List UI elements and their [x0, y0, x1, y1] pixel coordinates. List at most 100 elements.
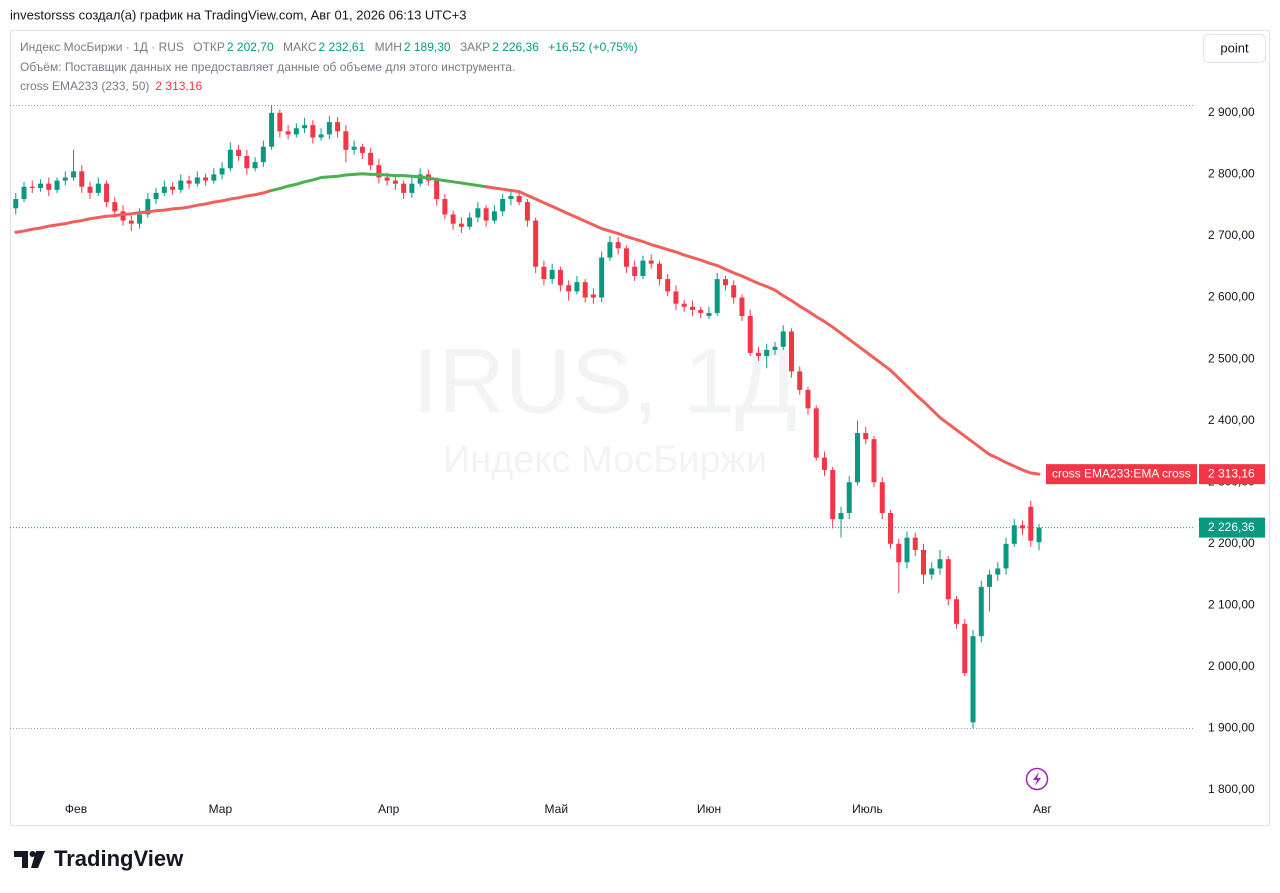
candle-body [665, 279, 671, 292]
candle-body [269, 112, 275, 147]
candle-body [921, 549, 927, 575]
candle-body [359, 146, 365, 153]
candle-body [590, 294, 596, 298]
legend-change: +16,52 (+0,75%) [548, 40, 637, 54]
y-tick-label: 2 500,00 [1208, 351, 1255, 365]
watermark-symbol: IRUS, 1Д [413, 330, 797, 432]
candle-body [491, 211, 497, 221]
x-tick-label: Авг [1033, 802, 1052, 816]
y-tick-label: 2 000,00 [1208, 659, 1255, 673]
legend-indicator: cross EMA233 (233, 50) [20, 79, 149, 93]
legend-symbol: Индекс МосБиржи · 1Д · RUS [20, 40, 184, 54]
candle-body [962, 623, 968, 674]
brand-logo-dot [29, 851, 36, 857]
candle-body [145, 199, 151, 215]
candle-body [203, 177, 209, 181]
candle-body [417, 174, 423, 184]
candle-body [755, 352, 761, 357]
candle-body [38, 183, 44, 188]
candle-body [887, 513, 893, 544]
candle-body [615, 242, 621, 249]
legend-label: ОТКР [193, 40, 225, 54]
candle-body [764, 349, 770, 357]
y-tick-label: 2 600,00 [1208, 290, 1255, 304]
candle-body [772, 346, 778, 350]
y-tick-label: 2 700,00 [1208, 228, 1255, 242]
candle-body [87, 186, 93, 193]
candle-body [128, 220, 134, 224]
candle-body [739, 297, 745, 317]
candle-body [293, 128, 299, 135]
chart-frame [10, 30, 1270, 826]
legend-line: Индекс МосБиржи · 1Д · RUS ОТКР 2 202,70 … [20, 40, 638, 54]
alert-icon[interactable] [1025, 767, 1049, 791]
candle-body [854, 432, 860, 483]
y-tick-label: 1 900,00 [1208, 721, 1255, 735]
ema-tag: cross EMA233:EMA cross [1052, 466, 1191, 480]
y-tick-label: 2 800,00 [1208, 167, 1255, 181]
candle-body [805, 389, 811, 409]
candle-body [714, 279, 720, 313]
point-button[interactable]: point [1203, 34, 1266, 63]
ema-price: 2 313,16 [1208, 466, 1255, 480]
candle-body [698, 309, 704, 313]
candle-body [54, 180, 60, 190]
legend-volume: Объём: Поставщик данных не предоставляет… [20, 60, 515, 74]
candle-body [62, 177, 68, 181]
candle-body [987, 574, 993, 587]
ema-price-box [1199, 464, 1265, 485]
candle-body [863, 432, 869, 440]
candle-body [681, 303, 687, 307]
candle-body [929, 568, 935, 575]
y-tick-label: 2 400,00 [1208, 413, 1255, 427]
last-price-box [1199, 517, 1265, 538]
alert-bolt[interactable] [1033, 772, 1041, 786]
candle-body [813, 408, 819, 458]
candle-body [1028, 506, 1034, 541]
legend-indicator-value: 2 313,16 [155, 79, 202, 93]
candle-body [137, 214, 143, 224]
candle-body [954, 599, 960, 624]
candle-body [731, 285, 737, 298]
candle-body [846, 482, 852, 514]
candle-body [1003, 543, 1009, 569]
candle-body [557, 269, 563, 286]
candle-body [302, 125, 308, 129]
candle-body [194, 177, 200, 184]
candle-body [541, 266, 547, 280]
candle-body [409, 183, 415, 193]
candle-body [178, 180, 184, 190]
candle-body [689, 306, 695, 310]
candle-body [71, 171, 77, 178]
candle-body [516, 195, 522, 203]
candle-body [13, 199, 19, 209]
legend-value: 2 226,36 [492, 40, 539, 54]
candle-body [706, 312, 712, 317]
y-tick-label: 2 900,00 [1208, 105, 1255, 119]
candle-body [79, 171, 85, 187]
candle-body [673, 291, 679, 304]
candle-body [326, 122, 332, 135]
candle-body [467, 217, 473, 227]
candle-body [186, 180, 192, 184]
candle-body [500, 199, 506, 212]
ema-line [14, 188, 274, 234]
y-tick-label: 1 800,00 [1208, 782, 1255, 796]
button-label[interactable]: point [1220, 40, 1249, 55]
candle-body [384, 177, 390, 181]
candle-body [788, 331, 794, 372]
alert-circle[interactable] [1025, 767, 1049, 791]
candle-body [1036, 527, 1042, 543]
candle-body [574, 282, 580, 292]
candle-body [912, 537, 918, 550]
brand: TradingView [14, 846, 184, 871]
candle-body [211, 174, 217, 181]
legend-label: ЗАКР [460, 40, 490, 54]
button-frame[interactable] [1203, 34, 1266, 63]
candle-body [722, 279, 728, 286]
candle-body [632, 266, 638, 277]
candle-body [896, 543, 902, 563]
legend-value: 2 202,70 [227, 40, 274, 54]
candle-body [318, 134, 324, 138]
